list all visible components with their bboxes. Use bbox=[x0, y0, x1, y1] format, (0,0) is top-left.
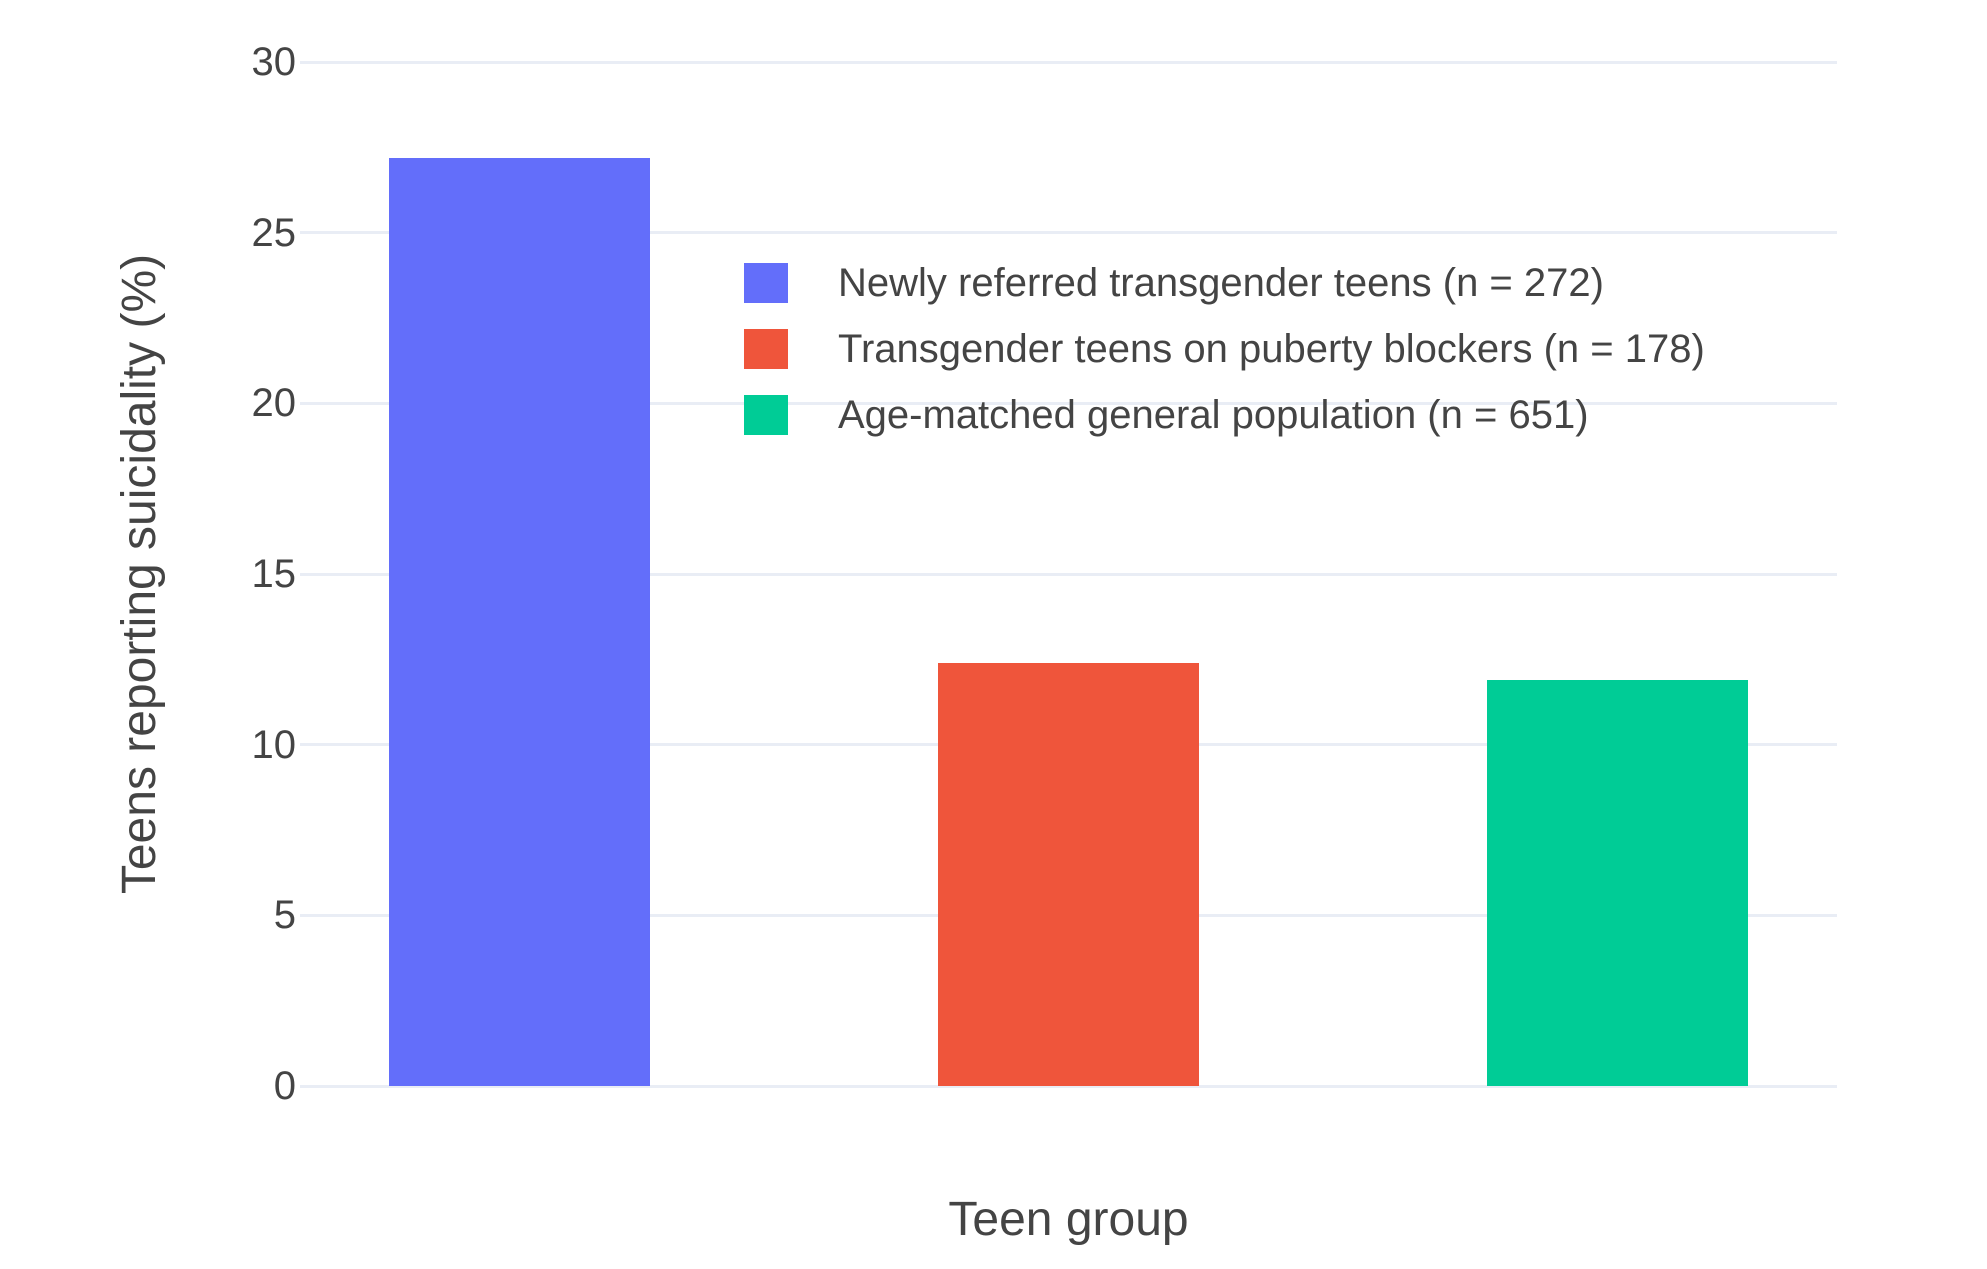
legend-swatch-icon bbox=[744, 263, 788, 303]
legend-swatch-icon bbox=[744, 395, 788, 435]
bar-2[interactable] bbox=[1486, 679, 1748, 1086]
gridline-0 bbox=[300, 1084, 1837, 1088]
bar-0[interactable] bbox=[389, 157, 651, 1086]
legend-label: Newly referred transgender teens (n = 27… bbox=[838, 260, 1604, 305]
legend-item-1[interactable]: Transgender teens on puberty blockers (n… bbox=[744, 316, 1705, 382]
bar-1[interactable] bbox=[937, 662, 1199, 1086]
gridline-25 bbox=[300, 231, 1837, 235]
y-tick-label-15: 15 bbox=[251, 552, 297, 596]
y-tick-label-20: 20 bbox=[251, 381, 297, 426]
legend-label: Age-matched general population (n = 651) bbox=[838, 392, 1589, 437]
y-tick-label-0: 0 bbox=[273, 1064, 296, 1108]
gridline-30 bbox=[300, 60, 1837, 64]
y-tick-label-5: 5 bbox=[273, 893, 296, 938]
y-axis-tick-labels: 0 5 10 15 20 25 30 bbox=[0, 42, 297, 1106]
y-tick-label-30: 30 bbox=[251, 40, 297, 84]
y-tick-label-25: 25 bbox=[251, 210, 297, 255]
legend: Newly referred transgender teens (n = 27… bbox=[744, 250, 1705, 448]
legend-swatch-icon bbox=[744, 329, 788, 369]
plot-area bbox=[300, 60, 1837, 1088]
gridline-20 bbox=[300, 401, 1837, 405]
x-axis-title: Teen group bbox=[948, 1193, 1189, 1246]
legend-label: Transgender teens on puberty blockers (n… bbox=[838, 326, 1705, 371]
legend-item-0[interactable]: Newly referred transgender teens (n = 27… bbox=[744, 250, 1705, 316]
gridline-15 bbox=[300, 572, 1837, 576]
y-tick-label-10: 10 bbox=[251, 722, 297, 767]
legend-item-2[interactable]: Age-matched general population (n = 651) bbox=[744, 382, 1705, 448]
